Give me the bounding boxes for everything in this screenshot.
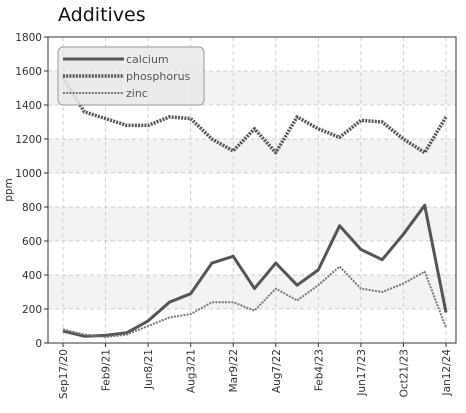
- series-line-calcium: [62, 203, 448, 338]
- y-tick-label: 0: [35, 338, 42, 350]
- x-tick-label: Oct21/23: [398, 349, 410, 397]
- y-axis-ticks: 0 200 400 600 800 1000 1200 1400 1600 1800: [15, 32, 48, 350]
- y-tick-label: 1200: [15, 134, 42, 146]
- series-lines: [61, 76, 448, 339]
- y-tick-label: 1800: [15, 32, 42, 44]
- series-line-zinc: [62, 265, 447, 339]
- x-tick-label: Aug7/22: [271, 349, 283, 393]
- x-tick-label: Jun17/23: [356, 349, 368, 397]
- x-axis-ticks: Sep17/20 Feb9/21 Jun8/21 Aug3/21 Mar9/22 Aug7…: [58, 343, 453, 399]
- grid-band: [48, 207, 456, 241]
- x-tick-label: Feb4/23: [313, 349, 325, 391]
- x-tick-label: Aug3/21: [186, 349, 198, 393]
- y-axis-label: ppm: [3, 178, 15, 202]
- y-tick-label: 600: [22, 236, 42, 248]
- legend-label-calcium: calcium: [126, 53, 169, 66]
- grid-band: [48, 275, 456, 309]
- y-tick-label: 1000: [15, 168, 42, 180]
- legend-label-phosphorus: phosphorus: [126, 70, 191, 83]
- plot-area-border: [47, 36, 457, 344]
- y-tick-label: 200: [22, 304, 42, 316]
- legend-label-zinc: zinc: [126, 87, 148, 100]
- plot-background-bands: [48, 71, 456, 309]
- x-tick-label: Jan12/24: [441, 349, 453, 397]
- x-tick-label: Mar9/22: [228, 349, 240, 392]
- chart-title: Additives: [58, 4, 146, 26]
- x-tick-label: Jun8/21: [143, 349, 155, 390]
- y-tick-label: 1600: [15, 66, 42, 78]
- grid-band: [48, 139, 456, 173]
- y-tick-label: 400: [22, 270, 42, 282]
- legend-box: [57, 46, 205, 106]
- x-tick-label: Sep17/20: [58, 349, 70, 399]
- y-tick-label: 800: [22, 202, 42, 214]
- legend: calcium phosphorus zinc: [57, 46, 205, 106]
- y-tick-label: 1400: [15, 100, 42, 112]
- series-line-phosphorus: [61, 76, 448, 155]
- x-tick-label: Feb9/21: [101, 349, 113, 391]
